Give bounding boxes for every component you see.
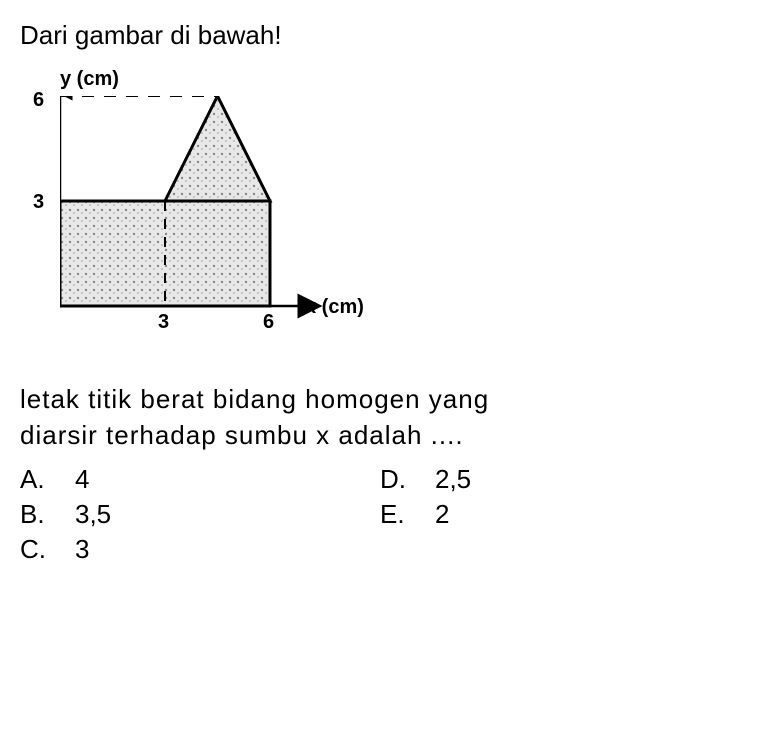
- option-d-letter: D.: [380, 464, 435, 495]
- option-a[interactable]: A. 4: [20, 464, 360, 495]
- option-e-value: 2: [435, 499, 449, 530]
- option-e-letter: E.: [380, 499, 435, 530]
- option-a-value: 4: [75, 464, 89, 495]
- option-a-letter: A.: [20, 464, 75, 495]
- options-row-1: A. 4 D. 2,5: [20, 464, 749, 495]
- rectangle-shape: [60, 201, 270, 306]
- option-c-letter: C.: [20, 534, 75, 565]
- triangle-shape: [165, 96, 270, 201]
- question-text: letak titik berat bidang homogen yang di…: [20, 381, 749, 454]
- option-c[interactable]: C. 3: [20, 534, 360, 565]
- chart-svg: [60, 96, 380, 346]
- option-b-value: 3,5: [75, 499, 111, 530]
- option-d[interactable]: D. 2,5: [380, 464, 720, 495]
- y-axis-label: y (cm): [60, 68, 119, 91]
- options-row-3: C. 3: [20, 534, 749, 565]
- y-tick-3: 3: [33, 191, 44, 214]
- option-c-value: 3: [75, 534, 89, 565]
- question-line-2: diarsir terhadap sumbu x adalah ....: [20, 420, 464, 450]
- question-line-1: letak titik berat bidang homogen yang: [20, 384, 489, 414]
- option-d-value: 2,5: [435, 464, 471, 495]
- option-e[interactable]: E. 2: [380, 499, 720, 530]
- y-tick-6: 6: [33, 89, 44, 112]
- question-title: Dari gambar di bawah!: [20, 20, 749, 51]
- options-container: A. 4 D. 2,5 B. 3,5 E. 2 C. 3: [20, 464, 749, 565]
- options-row-2: B. 3,5 E. 2: [20, 499, 749, 530]
- option-b[interactable]: B. 3,5: [20, 499, 360, 530]
- chart-container: y (cm) x (cm) 6 3 3 6: [25, 66, 405, 356]
- option-b-letter: B.: [20, 499, 75, 530]
